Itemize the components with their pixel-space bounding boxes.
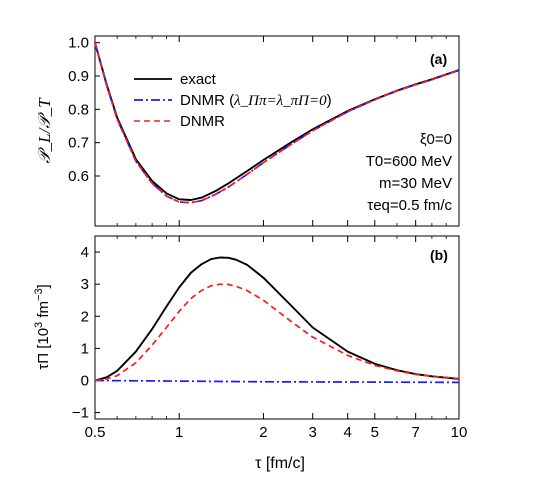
x-tick-label: 10 [451, 424, 468, 441]
panel-a-frame [94, 35, 460, 227]
x-tick-label: 4 [343, 424, 351, 441]
x-axis-label: τ [fm/c] [255, 455, 305, 472]
x-tick-label: 3 [309, 424, 317, 441]
y-tick-label-a: 0.9 [68, 68, 89, 85]
y-tick-label-b: −1 [72, 405, 89, 422]
legend-label-exact: exact [180, 71, 217, 88]
panel-b-frame [94, 235, 460, 420]
x-tick-label: 0.5 [85, 424, 106, 441]
x-tick-label: 7 [411, 424, 419, 441]
series-line-b-dnmr [94, 283, 460, 382]
panel-b-label: (b) [430, 247, 448, 263]
x-tick-label: 5 [371, 424, 379, 441]
panel-a-label: (a) [430, 51, 447, 67]
y-tick-label-a: 0.6 [68, 168, 89, 185]
panel-a-ylabel: 𝒫_L/𝒫_T [35, 97, 54, 164]
panel-a: 0.6 0.7 0.8 0.9 1.0 (a) exact DNMR (λ_Ππ=λ_π… [35, 35, 460, 227]
y-tick-label-b: 3 [81, 276, 89, 293]
panel-b: −1 0 1 2 3 4 0.5 1 2 3 4 5 7 10 (b) τΠ [103 fm−3] τ [… [33, 235, 468, 472]
series-line-b-exact [94, 256, 460, 382]
annotation-T0: T0=600 MeV [366, 153, 452, 170]
panel-b-ylabel: τΠ [103 fm−3] [33, 284, 52, 369]
y-tick-label-a: 0.8 [68, 101, 89, 118]
annotation-xi0: ξ0=0 [420, 131, 452, 148]
y-tick-label-b: 4 [81, 244, 89, 261]
legend: exact DNMR (λ_Ππ=λ_πΠ=0) DNMR [134, 71, 332, 130]
y-tick-label-b: 2 [81, 308, 89, 325]
x-tick-label: 1 [175, 424, 183, 441]
annotation-taueq: τeq=0.5 fm/c [367, 197, 452, 214]
legend-label-dnmr-lambda: DNMR (λ_Ππ=λ_πΠ=0) [180, 92, 332, 109]
series-line-a-dnmr [94, 42, 460, 204]
legend-label-dnmr: DNMR [180, 113, 225, 130]
series-line-b-dnmr- [94, 379, 460, 384]
annotation-mass: m=30 MeV [379, 175, 452, 192]
x-tick-label: 2 [259, 424, 267, 441]
y-tick-label-a: 0.7 [68, 135, 89, 152]
y-tick-label-b: 1 [81, 340, 89, 357]
parameter-annotations: ξ0=0 T0=600 MeV m=30 MeV τeq=0.5 fm/c [366, 131, 453, 214]
y-tick-label-b: 0 [81, 372, 89, 389]
y-tick-label-a: 1.0 [68, 35, 89, 52]
